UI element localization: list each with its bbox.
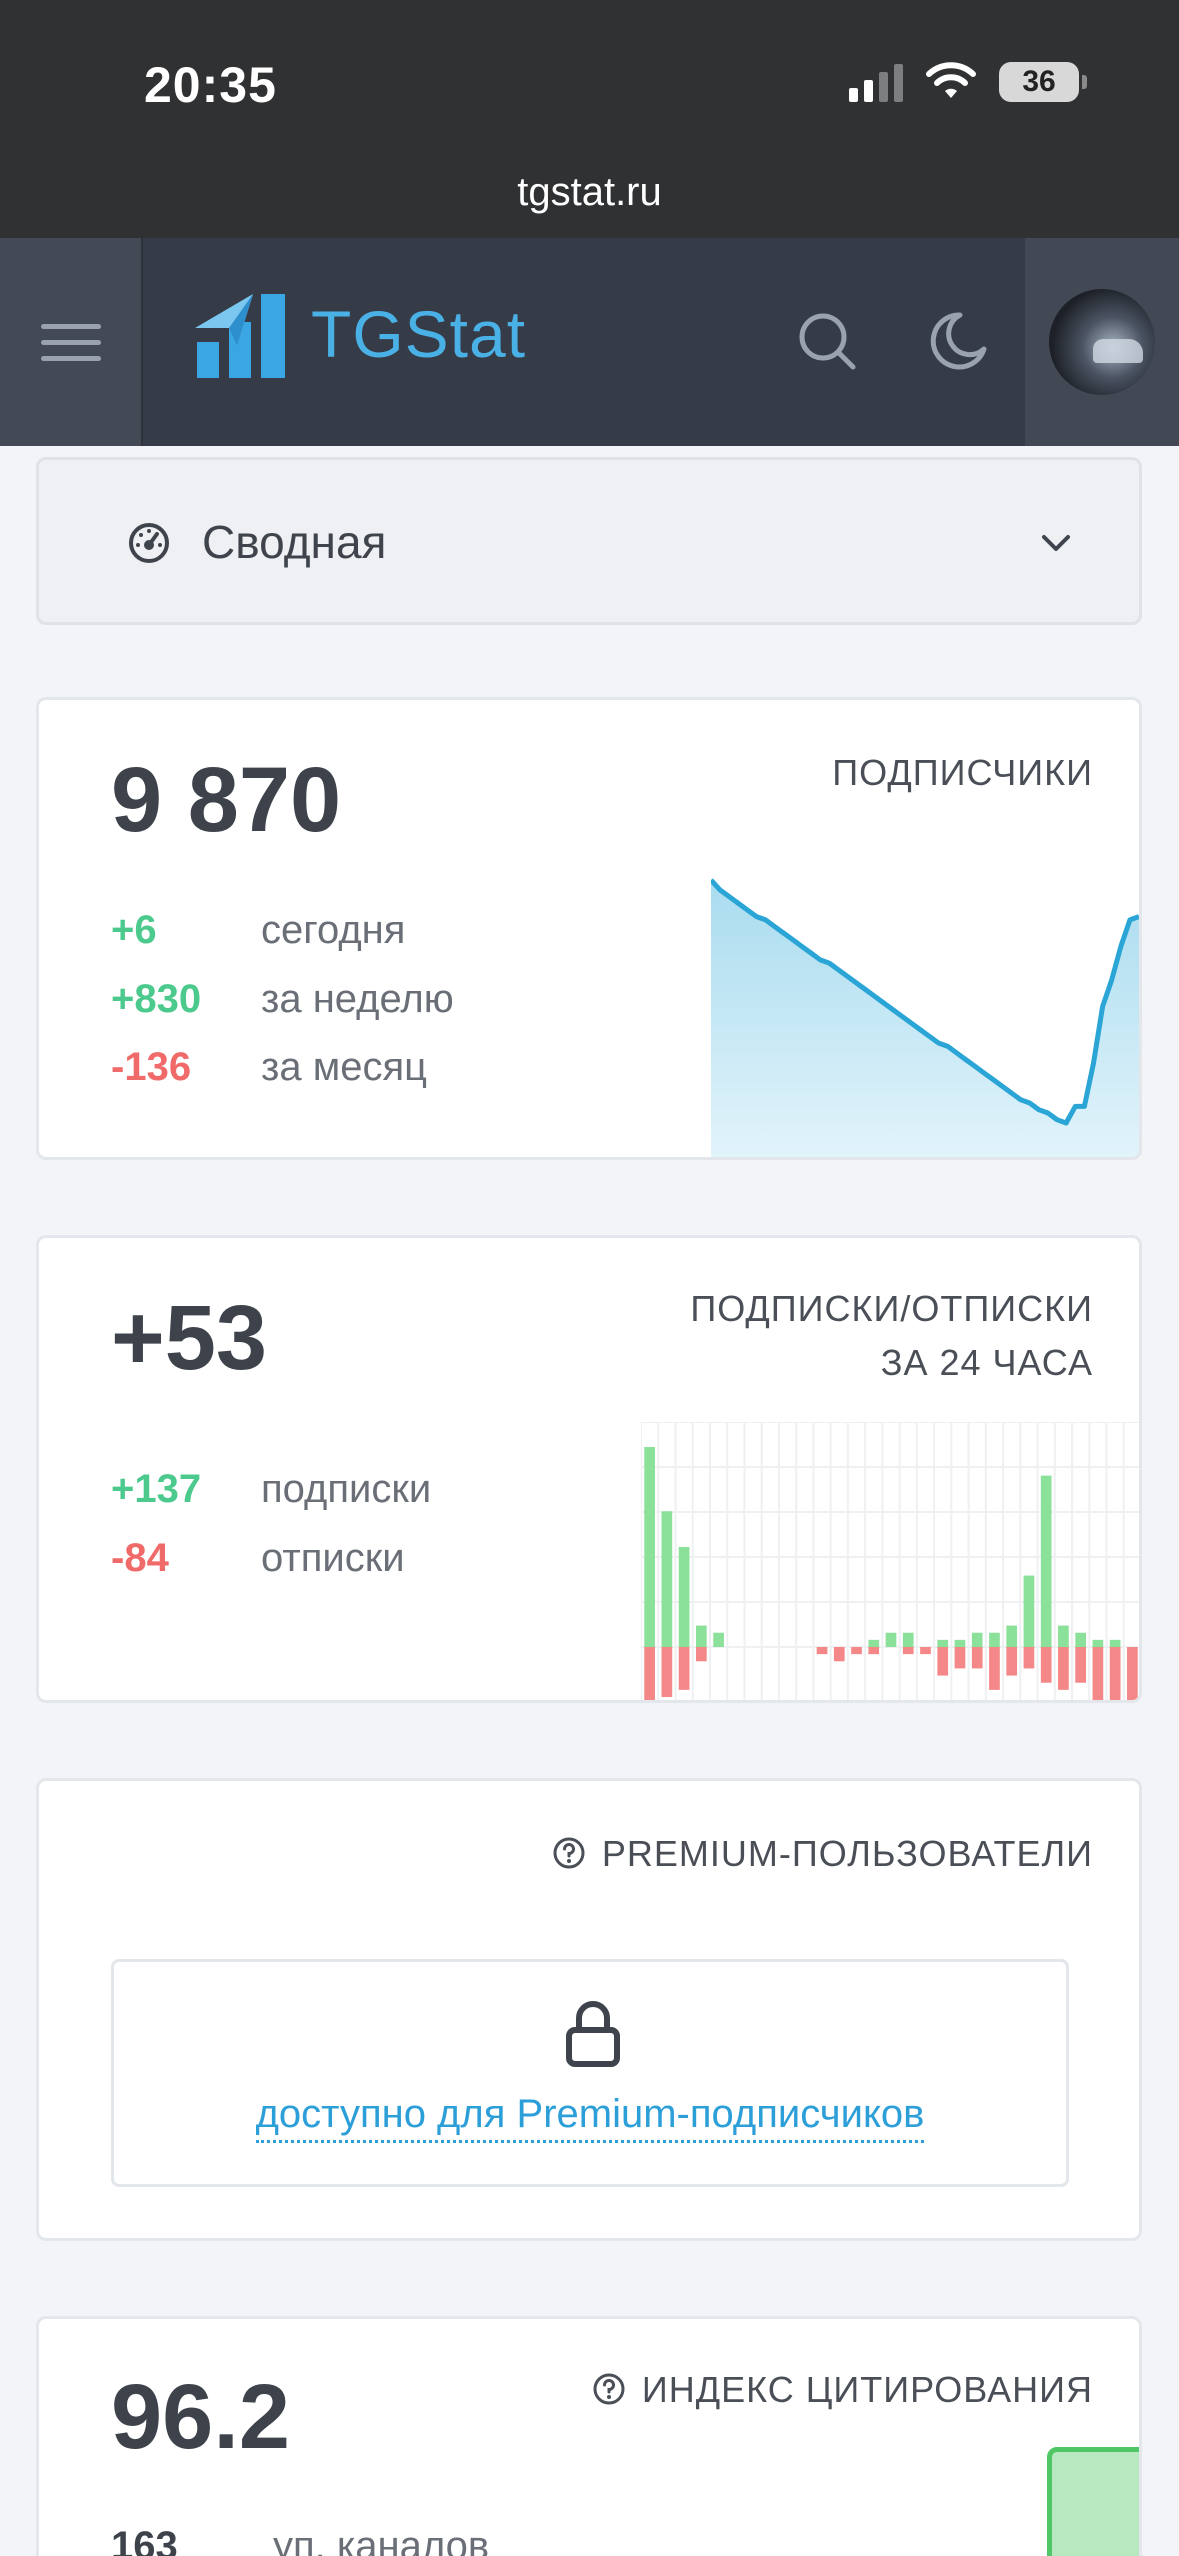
subscription-bar xyxy=(1040,1475,1052,1647)
stat-month-label: за месяц xyxy=(261,1045,428,1089)
subscription-bar xyxy=(1023,1575,1035,1647)
user-menu[interactable] xyxy=(1025,238,1179,446)
subscription-bar xyxy=(696,1625,707,1647)
section-dropdown[interactable]: Сводная xyxy=(36,457,1142,625)
logo-icon xyxy=(195,294,285,378)
logo-text: TGStat xyxy=(311,297,527,371)
mentioning-channels-value: 163 xyxy=(111,2524,178,2556)
subs-unsubs-title-line2: ЗА 24 ЧАСА xyxy=(880,1342,1093,1383)
stat-today-label: сегодня xyxy=(261,908,406,952)
unsubscription-bar xyxy=(920,1647,931,1655)
unsubscription-bar xyxy=(1058,1647,1069,1690)
unsubscription-bar xyxy=(868,1647,880,1655)
premium-users-title-text: PREMIUM-ПОЛЬЗОВАТЕЛИ xyxy=(601,1833,1093,1874)
avatar[interactable] xyxy=(1049,289,1155,395)
dropdown-label: Сводная xyxy=(202,516,387,568)
unsubscription-bar xyxy=(696,1647,707,1662)
unsubscription-bar xyxy=(816,1647,828,1655)
subscription-bar xyxy=(713,1632,724,1647)
subscription-bar xyxy=(971,1632,983,1647)
subscription-bar xyxy=(1058,1625,1069,1647)
subs-unsubs-title: ПОДПИСКИ/ОТПИСКИ ЗА 24 ЧАСА xyxy=(690,1282,1093,1390)
logo[interactable]: TGStat xyxy=(193,288,526,380)
unsubscription-bar xyxy=(1092,1647,1104,1700)
unsubscription-bar xyxy=(1109,1647,1121,1700)
subscribers-title: ПОДПИСЧИКИ xyxy=(832,752,1093,793)
site-header: TGStat xyxy=(0,238,1179,446)
subscriptions-value: +137 xyxy=(111,1467,202,1511)
subscription-bar xyxy=(1075,1632,1086,1647)
citation-index-value: 96.2 xyxy=(111,2366,291,2468)
premium-users-title: PREMIUM-ПОЛЬЗОВАТЕЛИ xyxy=(552,1827,1093,1881)
stat-week-label: за неделю xyxy=(261,977,454,1021)
unsubscription-bar xyxy=(1127,1647,1138,1700)
mentioning-channels-label: уп. каналов xyxy=(273,2524,490,2556)
subscription-bar xyxy=(1006,1625,1018,1647)
subscriptions-label: подписки xyxy=(261,1467,432,1511)
unsubscription-bar xyxy=(851,1647,862,1655)
subscription-bar xyxy=(902,1632,914,1647)
citation-index-title-text: ИНДЕКС ЦИТИРОВАНИЯ xyxy=(641,2369,1093,2410)
unsubscription-bar xyxy=(989,1647,1000,1690)
unsubscription-bar xyxy=(937,1647,949,1676)
subscription-bar xyxy=(885,1632,897,1647)
status-time: 20:35 xyxy=(144,57,277,113)
subscription-bar xyxy=(989,1632,1000,1647)
unsubscription-bar xyxy=(1075,1647,1086,1683)
help-circle-icon[interactable] xyxy=(592,2372,626,2406)
moon-icon[interactable] xyxy=(928,311,988,371)
subscribers-area xyxy=(711,880,1139,1157)
stat-week-value: +830 xyxy=(111,977,202,1021)
status-bar: 20:35 36 tgstat.ru xyxy=(0,0,1179,238)
unsubscription-bar xyxy=(954,1647,966,1669)
lock-icon xyxy=(566,2001,620,2067)
unsubscription-bar xyxy=(902,1647,914,1655)
search-icon[interactable] xyxy=(797,311,857,371)
menu-icon[interactable] xyxy=(0,238,143,446)
premium-link[interactable]: доступно для Premium-подписчиков xyxy=(114,2092,1066,2143)
unsubscriptions-label: отписки xyxy=(261,1536,405,1580)
citation-index-title: ИНДЕКС ЦИТИРОВАНИЯ xyxy=(592,2363,1093,2417)
unsubscription-bar xyxy=(971,1647,983,1669)
subs-unsubs-card[interactable]: +53 ПОДПИСКИ/ОТПИСКИ ЗА 24 ЧАСА +137 под… xyxy=(36,1235,1142,1703)
citation-index-card[interactable]: 96.2 ИНДЕКС ЦИТИРОВАНИЯ 163 уп. каналов xyxy=(36,2316,1142,2556)
premium-users-card: PREMIUM-ПОЛЬЗОВАТЕЛИ доступно для Premiu… xyxy=(36,1778,1142,2241)
url-bar[interactable]: tgstat.ru xyxy=(517,170,662,214)
unsubscription-bar xyxy=(1023,1647,1035,1669)
subscription-bar xyxy=(1092,1639,1104,1647)
subscribers-chart xyxy=(711,878,1139,1157)
subs-unsubs-title-line1: ПОДПИСКИ/ОТПИСКИ xyxy=(690,1288,1093,1329)
subscription-bar xyxy=(661,1511,673,1647)
cellular-signal-icon xyxy=(849,62,903,102)
subscription-bar xyxy=(678,1547,690,1647)
unsubscription-bar xyxy=(1040,1647,1052,1683)
status-icons: 36 xyxy=(849,62,1087,102)
citation-chart-area xyxy=(1047,2447,1139,2556)
subscription-bar xyxy=(644,1447,655,1647)
subscription-bar xyxy=(937,1639,949,1647)
stat-month-value: -136 xyxy=(111,1045,192,1089)
unsubscription-bar xyxy=(678,1647,690,1690)
unsubscription-bar xyxy=(661,1647,673,1697)
subscription-bar xyxy=(954,1639,966,1647)
unsubscriptions-value: -84 xyxy=(111,1536,169,1580)
subscription-bar xyxy=(868,1639,880,1647)
battery-icon: 36 xyxy=(999,62,1087,102)
dashboard-icon xyxy=(129,523,169,563)
subscription-bar xyxy=(1109,1639,1121,1647)
chevron-down-icon xyxy=(1042,535,1070,551)
subscribers-line xyxy=(711,878,1139,1126)
subscribers-count: 9 870 xyxy=(111,749,342,851)
unsubscription-bar xyxy=(833,1647,845,1662)
unsubscription-bar xyxy=(1006,1647,1018,1676)
premium-lock-box: доступно для Premium-подписчиков xyxy=(111,1959,1069,2187)
subscribers-card[interactable]: 9 870 ПОДПИСЧИКИ +6 сегодня +830 за неде… xyxy=(36,697,1142,1160)
net-change-value: +53 xyxy=(111,1287,268,1389)
subs-unsubs-chart xyxy=(641,1422,1139,1700)
unsubscription-bar xyxy=(644,1647,655,1700)
help-circle-icon[interactable] xyxy=(552,1836,586,1870)
premium-link-text[interactable]: доступно для Premium-подписчиков xyxy=(255,2092,925,2143)
stat-today-value: +6 xyxy=(111,908,157,952)
wifi-icon xyxy=(926,62,976,98)
